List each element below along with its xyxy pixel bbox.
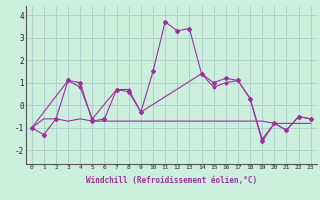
X-axis label: Windchill (Refroidissement éolien,°C): Windchill (Refroidissement éolien,°C) xyxy=(86,176,257,185)
